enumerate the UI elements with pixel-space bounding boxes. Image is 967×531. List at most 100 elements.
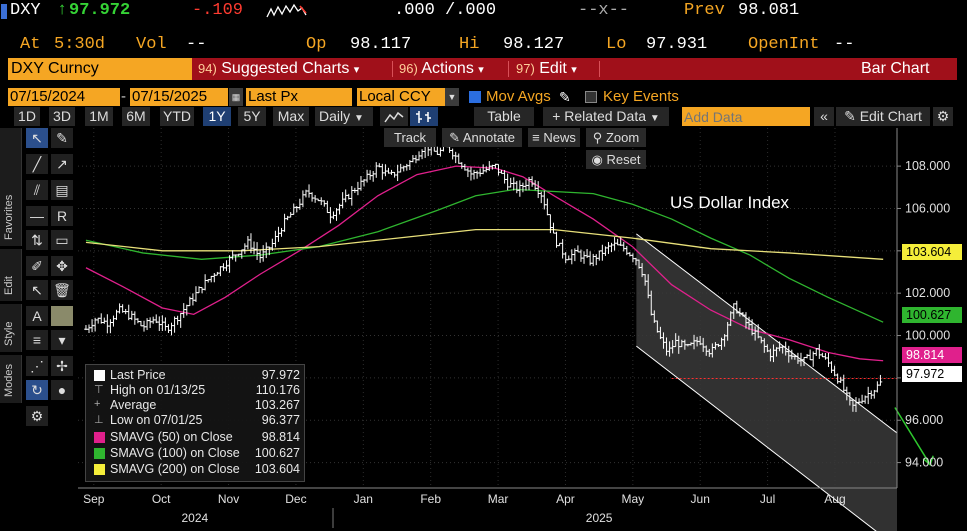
rectangle-tool-icon[interactable]: ▭ [51, 230, 73, 250]
sma100-line [85, 188, 884, 323]
open-interest: -- [834, 35, 855, 54]
modes-tab[interactable]: Modes [0, 355, 22, 403]
price-chart[interactable]: 108.000106.000104.000102.000100.00098.00… [0, 126, 967, 531]
low-marker-icon: ⊥ [94, 414, 104, 426]
legend-average: + Average 103.267 [94, 398, 302, 413]
period-1m-button[interactable]: 1M [85, 107, 113, 126]
quote-header-row1: DXY ↑ 97.972 -.109 .000 /.000 --x-- Prev… [0, 0, 967, 22]
menu-number: 94) [198, 61, 217, 76]
suggested-charts-menu[interactable]: 94) Suggested Charts ▾ [198, 58, 359, 80]
x-tick-label: May [622, 492, 645, 506]
bar-chart-icon[interactable] [410, 107, 438, 126]
edit-menu[interactable]: 97) Edit ▾ [516, 58, 577, 80]
end-date-field[interactable]: 07/15/2025 [130, 88, 228, 106]
select-tool-icon[interactable]: ↖ [26, 280, 48, 300]
color-swatch-icon[interactable] [51, 306, 73, 326]
modes-tab-label: Modes [3, 363, 15, 397]
start-date-field[interactable]: 07/15/2024 [8, 88, 120, 106]
collapse-icon[interactable]: « [814, 107, 834, 126]
zoom-button[interactable]: ⚲ Zoom [586, 128, 646, 147]
font-style-icon[interactable]: A [26, 306, 48, 326]
crosshair-mode-icon[interactable]: ⋰ [26, 356, 48, 376]
ticker-symbol[interactable]: DXY [10, 1, 41, 20]
favorites-tab[interactable]: Favorites [0, 128, 22, 246]
chart-type-label[interactable]: Bar Chart [861, 60, 930, 77]
fib-tool-icon[interactable]: ▤ [51, 180, 73, 200]
news-button[interactable]: ≡ News [528, 128, 580, 147]
related-data-button[interactable]: + Related Data ▼ [543, 107, 669, 126]
period-3d-button[interactable]: 3D [49, 107, 75, 126]
gear-icon[interactable]: ⚙ [933, 107, 953, 126]
line-style-icon[interactable]: ▾ [51, 330, 73, 350]
style-tab[interactable]: Style [0, 304, 22, 352]
caret-down-icon: ▼ [354, 113, 364, 124]
function-bar: DXY Curncy 94) Suggested Charts ▾ 96) Ac… [8, 58, 957, 80]
low-label: Lo [606, 35, 627, 54]
period-6m-button[interactable]: 6M [122, 107, 150, 126]
divider [599, 61, 600, 77]
period-1y-button[interactable]: 1Y [203, 107, 231, 126]
currency-select[interactable]: Local CCY [357, 88, 445, 106]
line-weight-icon[interactable]: ≡ [26, 330, 48, 350]
price-field-select[interactable]: Last Px [246, 88, 352, 106]
net-change: -.109 [192, 1, 244, 20]
channel-tool-icon[interactable]: ⫽ [26, 180, 48, 200]
chart-legend: Last Price 97.972 ⊤ High on 01/13/25 110… [85, 364, 305, 482]
ray-tool-icon[interactable]: ↗ [51, 154, 73, 174]
edit-chart-button[interactable]: ✎ Edit Chart [836, 107, 930, 126]
cycle-mode-icon[interactable]: ↻ [26, 380, 48, 400]
brush-tool-icon[interactable]: ✐ [26, 256, 48, 276]
drawing-tools-panel: Favorites Edit Style Modes ↖ ✎ ╱ ↗ ⫽ ▤ —… [0, 128, 78, 428]
sma200-price-tag: 103.604 [902, 244, 962, 260]
favorites-tab-label: Favorites [3, 194, 15, 240]
currency-dropdown-icon[interactable]: ▼ [445, 88, 459, 106]
mov-avgs-label: Mov Avgs [486, 88, 551, 105]
period-1d-button[interactable]: 1D [14, 107, 40, 126]
pointer-tool-icon[interactable]: ↖ [26, 128, 48, 148]
text-tool-icon[interactable]: R [51, 206, 73, 226]
x-tick-label: Apr [556, 492, 575, 506]
trendline-tool-icon[interactable]: ╱ [26, 154, 48, 174]
trash-icon[interactable]: 🗑 [51, 280, 73, 300]
table-button[interactable]: Table [474, 107, 534, 126]
high-marker-icon: ⊤ [94, 384, 104, 396]
legend-value: 103.267 [254, 398, 300, 412]
pen-tool-icon[interactable]: ✎ [51, 128, 73, 148]
legend-label: SMAVG (50) on Close [110, 430, 233, 444]
track-button[interactable]: Track [384, 128, 436, 147]
last-price: 97.972 [69, 1, 131, 20]
x-tick-label: Aug [824, 492, 845, 506]
key-events-checkbox[interactable] [585, 91, 597, 103]
add-data-input[interactable] [682, 107, 810, 126]
security-input[interactable]: DXY Curncy [8, 58, 192, 80]
downtrend-channel [636, 233, 897, 531]
settings-gear-icon[interactable]: ⚙ [26, 406, 48, 426]
x-tick-label: Dec [285, 492, 306, 506]
calendar-icon[interactable]: ▦ [229, 88, 243, 106]
period-max-button[interactable]: Max [273, 107, 309, 126]
edit-tab[interactable]: Edit [0, 249, 22, 301]
period-ytd-button[interactable]: YTD [160, 107, 194, 126]
palette-icon[interactable]: ● [51, 380, 73, 400]
sparkline-icon [266, 3, 307, 18]
frequency-select[interactable]: Daily ▼ [315, 107, 373, 126]
line-chart-icon[interactable] [380, 107, 408, 126]
legend-last-price: Last Price 97.972 [94, 368, 302, 383]
pencil-icon[interactable]: ✎ [559, 89, 571, 105]
annotate-button[interactable]: ✎ Annotate [442, 128, 522, 147]
x-tick-label: Jul [760, 492, 775, 506]
move-tool-icon[interactable]: ✥ [51, 256, 73, 276]
period-5y-button[interactable]: 5Y [238, 107, 266, 126]
reset-button[interactable]: ◉ Reset [586, 150, 646, 169]
caret-down-icon: ▼ [649, 113, 660, 124]
snap-mode-icon[interactable]: ✢ [51, 356, 73, 376]
style-tab-label: Style [3, 321, 15, 346]
actions-menu[interactable]: 96) Actions ▾ [399, 58, 484, 80]
annotate-label: Annotate [462, 130, 515, 145]
mov-avgs-checkbox[interactable] [469, 91, 481, 103]
legend-label: High on 01/13/25 [110, 383, 206, 397]
pencil-icon: ✎ [449, 130, 460, 145]
vertical-tools-icon[interactable]: ⇅ [26, 230, 48, 250]
legend-label: Average [110, 398, 157, 412]
horizontal-line-icon[interactable]: — [26, 206, 48, 226]
